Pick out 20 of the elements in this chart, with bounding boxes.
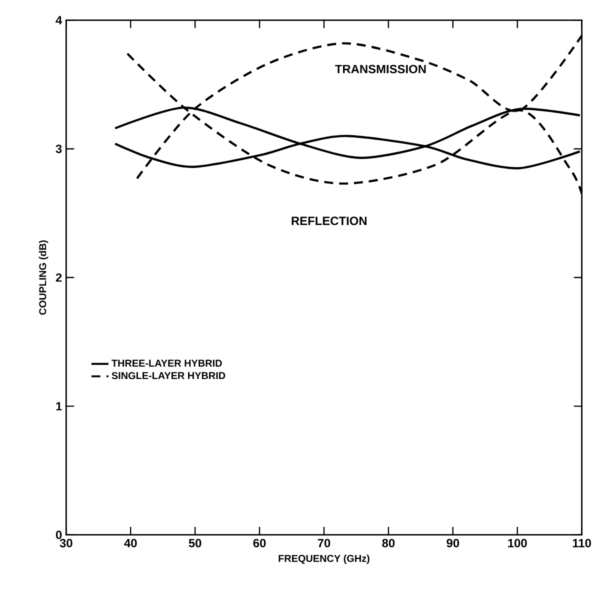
y-tick-label: 2 [56,273,62,282]
x-axis-title: FREQUENCY (GHz) [278,554,370,564]
x-tick-label: 100 [508,538,527,548]
x-tick-label: 30 [60,538,72,548]
annotation: TRANSMISSION [335,64,426,74]
legend-label: SINGLE-LAYER HYBRID [112,372,226,380]
legend-label: THREE-LAYER HYBRID [112,360,222,367]
y-axis-title: COUPLING (dB) [38,240,48,315]
x-tick-label: 110 [572,538,591,548]
y-tick-label: 0 [56,530,62,540]
x-tick-label: 60 [253,538,266,548]
annotation: REFLECTION [292,216,367,226]
x-tick-label: 40 [124,538,137,548]
x-tick-label: 50 [188,538,202,548]
y-tick-label: 3 [56,144,62,154]
y-tick-label: 1 [56,402,62,410]
x-tick-label: 90 [446,538,460,548]
x-tick-label: 80 [382,538,395,548]
x-tick-label: 70 [318,538,330,548]
y-tick-label: 4 [56,16,62,24]
